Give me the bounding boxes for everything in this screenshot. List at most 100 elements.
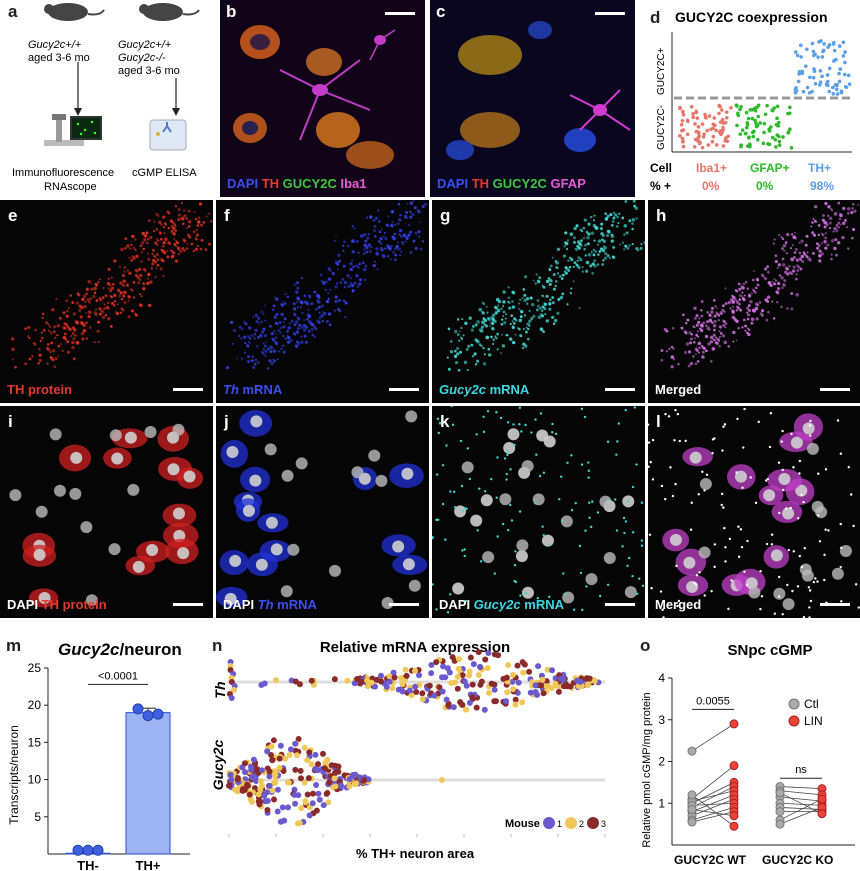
swarm-point [312,751,319,758]
swarm-point [253,778,260,785]
pair-line [691,807,735,821]
swarm-point [389,685,396,692]
swarm-point [532,682,539,689]
swarm-point [277,742,284,749]
scatter-point [808,75,812,80]
scatter-point [750,107,755,112]
scatter-point [714,128,718,133]
data-point [72,844,84,856]
swarm-point [443,696,450,703]
scatter-point [831,85,835,90]
swarm-point [293,752,300,759]
ctl-point [687,817,697,827]
lin-point [817,794,827,804]
swarm-point [280,768,287,775]
swarm-point [309,790,316,797]
scatter-point [762,130,766,135]
paired-line-chart-o: SNpc cGMP Relative pmol cGMP/mg protein … [641,642,855,867]
scatter-point [841,54,846,58]
scatter-point [767,127,771,132]
scatter-point [799,43,803,48]
micrograph-k: k DAPI Gucy2c mRNA [432,406,645,618]
swarm-point [326,779,333,786]
scatter-point [744,125,749,130]
swarm-point [455,665,462,672]
swarm-point [292,740,299,747]
scatter-point [756,114,761,119]
swarm-point [419,690,426,697]
swarm-point [226,782,233,789]
scatter-point [773,137,778,142]
swarm-point [292,766,299,773]
scatter-point [831,91,836,96]
scatter-point [831,42,836,46]
swarm-point [258,767,265,774]
scatter-point [797,69,802,74]
scatter-point [777,120,781,125]
swarm-point [264,797,271,804]
scatter-point [714,143,719,147]
swarm-point [491,651,498,658]
svg-text:1: 1 [557,819,562,829]
scatter-point [820,55,825,59]
swarm-point [543,683,550,690]
scatter-point [691,115,695,120]
scatter-point [725,115,729,120]
swarm-point [463,706,470,713]
micrograph-c: c DAPI TH GUCY2C GFAP [430,0,635,197]
swarm-point [246,791,253,798]
scatter-point [706,143,711,147]
ctl-point [775,819,785,829]
x-tick-label: TH+ [136,858,161,871]
pair-line [691,794,735,812]
swarm-point [591,678,598,685]
p-value-label: <0.0001 [98,670,138,682]
lin-point [817,809,827,819]
swarm-point [266,768,273,775]
scatter-point [705,128,710,133]
scatter-point [811,49,816,54]
swarm-point [228,695,235,701]
swarm-point [406,687,413,694]
legend-item: 1 [543,817,562,829]
scale-bar [820,388,850,391]
beeswarm-n: Relative mRNA expression Th Gucy2c % TH+… [210,639,606,861]
scatter-point [694,110,699,115]
scatter-point [751,134,756,139]
swarm-point [361,777,368,784]
swarm-point [585,682,592,689]
schematic-panel-a: Gucy2c+/+ aged 3-6 mo Gucy2c+/+ Gucy2c-/… [12,3,200,193]
mouse-icon [44,3,105,21]
scatter-point [724,110,729,114]
swarm-point [481,706,488,713]
swarm-point [454,685,461,692]
swarm-point [390,669,397,676]
scatter-point [744,110,749,115]
scatter-point [777,139,782,144]
scatter-point [827,42,832,47]
swarm-point [286,752,293,759]
scatter-point [812,53,816,58]
scatter-point [758,121,762,125]
swarm-point [378,672,385,679]
scatter-point [775,104,780,109]
scatter-point [835,87,839,92]
scatter-point [818,83,822,87]
swarm-point [473,704,480,711]
scatter-point [774,145,778,149]
group-label-ko: GUCY2C KO [762,853,833,867]
panel-label-a: a [8,2,18,21]
swarm-point [510,686,517,693]
scatter-point [696,131,701,135]
scatter-point [712,116,717,120]
scatter-point [740,128,745,132]
ctl-point [775,807,785,817]
scatter-point [691,112,695,116]
scatter-point [701,135,706,139]
swarm-point [408,692,415,699]
swarm-point [281,817,288,824]
scatter-point [710,139,715,144]
scatter-point [804,64,808,68]
chart-n-xlabel: % TH+ neuron area [356,846,475,861]
legend-title: Mouse [505,818,540,830]
